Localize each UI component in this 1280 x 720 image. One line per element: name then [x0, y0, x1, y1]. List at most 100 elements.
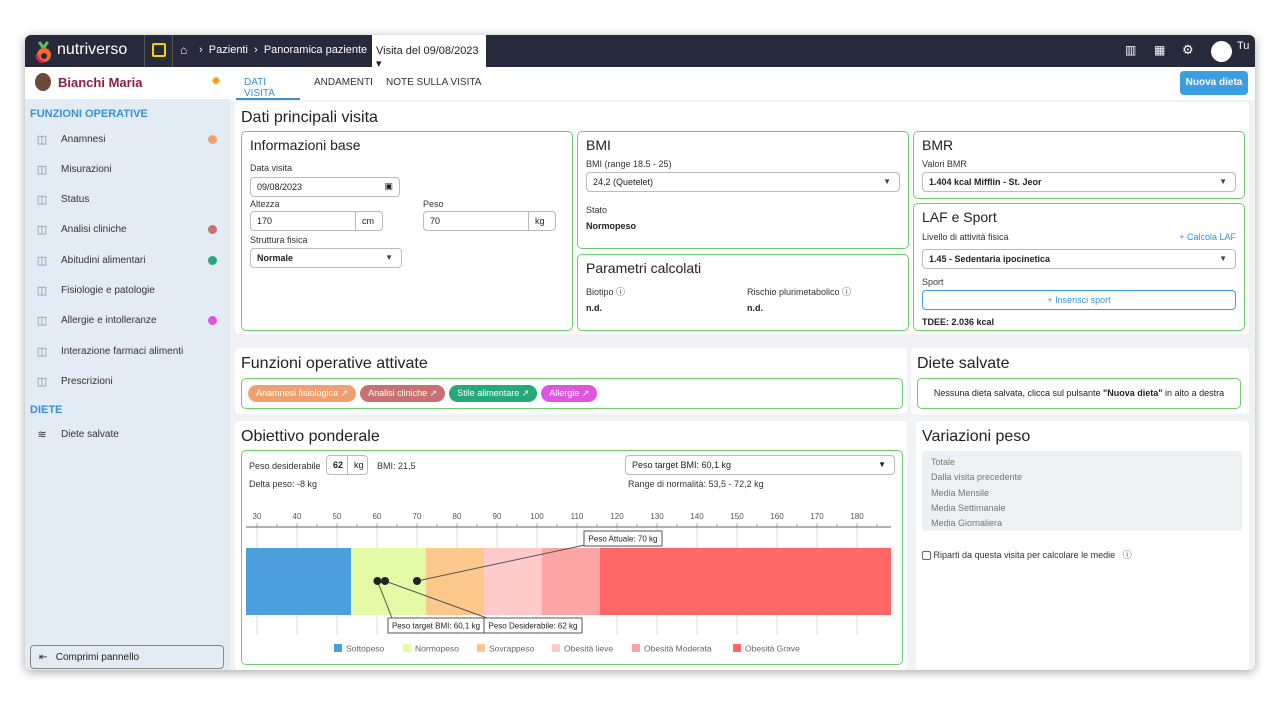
target-bmi-select[interactable]: Peso target BMI: 60,1 kg ▼: [625, 455, 895, 475]
patient-name[interactable]: Bianchi Maria: [58, 75, 143, 90]
sidebar-item-analisi[interactable]: ◫ Analisi cliniche: [35, 220, 225, 240]
breadcrumb-pazienti[interactable]: Pazienti: [208, 44, 248, 56]
legend-swatch: [733, 644, 741, 652]
user-menu[interactable]: Tu: [1237, 40, 1250, 52]
tick-label: 170: [810, 512, 824, 521]
add-sport-button[interactable]: + Inserisci sport: [922, 290, 1236, 310]
date-input[interactable]: 09/08/2023 ▣: [250, 177, 400, 197]
laf-box: LAF e Sport Livello di attività fisica +…: [913, 203, 1245, 331]
gear-icon[interactable]: ⚙: [1182, 42, 1194, 57]
sidebar-item-anamnesi[interactable]: ◫ Anamnesi: [35, 129, 225, 149]
home-icon[interactable]: ⌂: [180, 43, 188, 57]
height-input[interactable]: 170: [250, 211, 356, 231]
band-obesit-lieve: [484, 548, 542, 615]
sidebar-item-misurazioni[interactable]: ◫ Misurazioni: [36, 163, 112, 176]
tick-label: 120: [610, 512, 624, 521]
hand-icon: ◫: [36, 315, 48, 328]
tab-dati-visita[interactable]: DATI VISITA: [236, 74, 300, 100]
sidebar-item-abitudini[interactable]: ◫ Abitudini alimentari: [35, 250, 225, 270]
tick-label: 130: [650, 512, 664, 521]
marker-leader: [384, 580, 488, 619]
sidebar-item-prescrizioni[interactable]: ◫ Prescrizioni: [36, 375, 113, 388]
tick-label: 160: [770, 512, 784, 521]
legend-label: Sovrappeso: [489, 644, 535, 654]
marker-dot: [381, 577, 389, 585]
desired-weight-input[interactable]: 62: [326, 455, 348, 475]
saved-diets-panel: Diete salvate Nessuna dieta salvata, cli…: [911, 348, 1249, 414]
functions-panel: Funzioni operative attivate Anamnesi fis…: [235, 348, 907, 414]
weight-input[interactable]: 70: [423, 211, 529, 231]
calendar-icon[interactable]: ▦: [1154, 43, 1166, 57]
section-funzioni: FUNZIONI OPERATIVE: [30, 108, 148, 120]
tick-label: 90: [493, 512, 502, 521]
app-window: nutriverso ⌂ › Pazienti › Panoramica paz…: [25, 35, 1255, 670]
bmi-select[interactable]: 24,2 (Quetelet) ▼: [586, 172, 900, 192]
function-tag[interactable]: Analisi cliniche ↗: [360, 385, 446, 402]
top-bar: nutriverso ⌂ › Pazienti › Panoramica paz…: [25, 35, 1255, 70]
bmr-select[interactable]: 1.404 kcal Mifflin - St. Jeor ▼: [922, 172, 1236, 192]
sidebar-item-allergie[interactable]: ◫ Allergie e intolleranze: [35, 311, 225, 331]
stethoscope-icon: ◫: [36, 285, 48, 297]
lightbulb-icon[interactable]: ✹: [211, 74, 222, 88]
nutriverso-logo-icon: [33, 39, 55, 64]
bowl-icon: ◫: [36, 254, 48, 267]
ruler-icon: ◫: [36, 163, 48, 176]
marker-leader: [416, 544, 586, 582]
bmi-box: BMI BMI (range 18.5 - 25) 24,2 (Quetelet…: [577, 131, 909, 249]
function-tag[interactable]: Allergie ↗: [541, 385, 598, 402]
tick-label: 100: [530, 512, 544, 521]
function-tag[interactable]: Anamnesi fisiologica ↗: [248, 385, 357, 402]
sidebar-item-diete-salvate[interactable]: ≋ Diete salvate: [35, 424, 225, 444]
save-icon[interactable]: [152, 43, 166, 57]
info-icon: ⓘ: [616, 287, 626, 297]
new-diet-button[interactable]: Nuova dieta: [1180, 71, 1248, 95]
legend-swatch: [552, 644, 560, 652]
legend-swatch: [334, 644, 342, 652]
marker-label: Peso target BMI: 60,1 kg: [392, 622, 480, 631]
restart-checkbox[interactable]: Riparti da questa visita per calcolare l…: [922, 548, 1132, 561]
tick-label: 50: [333, 512, 342, 521]
sidebar-item-interazione[interactable]: ◫ Interazione farmaci alimenti: [36, 345, 184, 358]
legend-swatch: [477, 644, 485, 652]
tab-andamenti[interactable]: ANDAMENTI: [314, 77, 373, 88]
laf-select[interactable]: 1.45 - Sedentaria ipocinetica ▼: [922, 249, 1236, 269]
info-icon: ⓘ: [1122, 550, 1132, 560]
external-link-icon: ↗: [429, 388, 438, 398]
tab-note[interactable]: NOTE SULLA VISITA: [386, 77, 482, 88]
brand-name: nutriverso: [57, 41, 128, 58]
sidebar-item-status[interactable]: ◫ Status: [36, 194, 90, 207]
band-obesit-moderata: [542, 548, 600, 615]
external-link-icon: ↗: [340, 388, 349, 398]
legend-swatch: [403, 644, 411, 652]
marker-dot: [373, 577, 382, 585]
external-link-icon: ↗: [521, 388, 530, 398]
status-dot: [208, 225, 217, 235]
sidebar: Bianchi Maria ✹ FUNZIONI OPERATIVE ◫ Anam…: [25, 67, 230, 670]
function-tag[interactable]: Stile alimentare ↗: [449, 385, 538, 402]
tick-label: 30: [253, 512, 262, 521]
marker-dot: [413, 577, 421, 585]
visit-selector[interactable]: Visita del 09/08/2023 ▾: [372, 35, 486, 70]
library-icon[interactable]: ▥: [1125, 43, 1137, 57]
collapse-panel-button[interactable]: ⇤ Comprimi pannello: [30, 645, 224, 669]
marker-label-box: [583, 530, 663, 547]
tab-bar: [230, 67, 1255, 100]
info-base-box: Informazioni base Data visita 09/08/2023…: [241, 131, 573, 331]
variation-row: Totale: [931, 457, 956, 467]
calendar-icon: ▣: [384, 181, 393, 191]
tick-label: 40: [293, 512, 302, 521]
layers-icon: ≋: [37, 428, 47, 441]
legend-label: Normopeso: [415, 644, 459, 654]
params-box: Parametri calcolati Biotipo ⓘ n.d. Risch…: [577, 254, 909, 331]
calc-laf-link[interactable]: + Calcola LAF: [1179, 232, 1236, 242]
avatar[interactable]: [1211, 41, 1232, 62]
external-link-icon: ↗: [581, 388, 590, 398]
status-dot: [208, 255, 217, 265]
collapse-icon: ⇤: [39, 652, 48, 663]
legend-label: Obesità lieve: [564, 644, 613, 654]
sidebar-item-fisiologie[interactable]: ◫ Fisiologie e patologie: [36, 285, 155, 297]
build-select[interactable]: Normale ▼: [250, 248, 402, 268]
breadcrumb-panoramica[interactable]: Panoramica paziente: [263, 44, 368, 56]
tick-label: 150: [730, 512, 744, 521]
marker-leader: [376, 580, 393, 619]
